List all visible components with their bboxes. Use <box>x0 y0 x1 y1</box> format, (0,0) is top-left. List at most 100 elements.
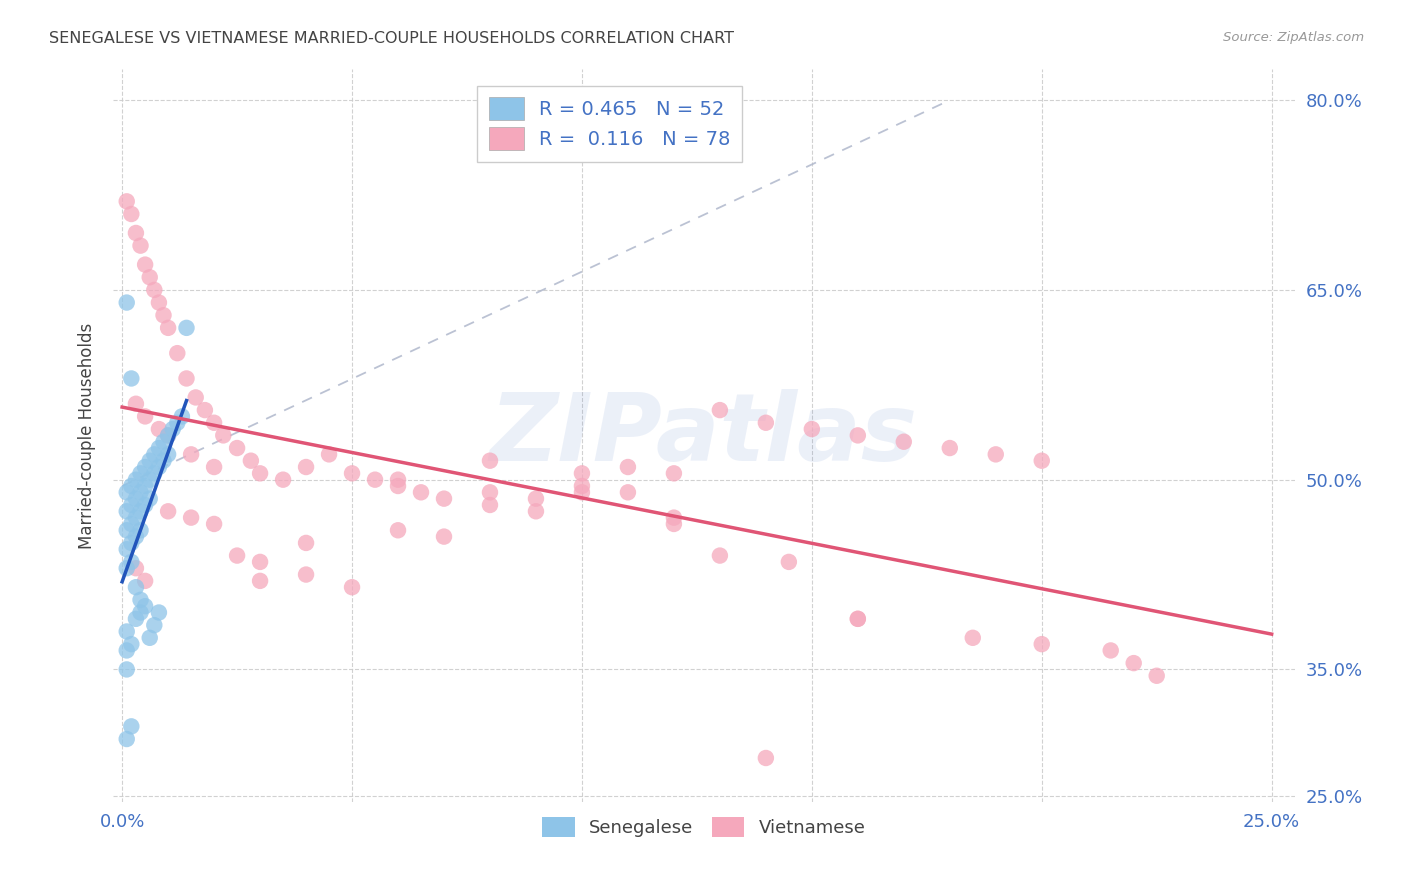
Point <box>115 561 138 575</box>
Point <box>433 530 456 544</box>
Point <box>115 523 138 537</box>
Point <box>125 491 148 506</box>
Point <box>387 523 409 537</box>
Point <box>115 295 138 310</box>
Point <box>249 574 271 588</box>
Point <box>125 397 148 411</box>
Point <box>617 485 640 500</box>
Point <box>184 391 207 405</box>
Point <box>662 510 685 524</box>
Point <box>662 516 685 531</box>
Point <box>800 422 823 436</box>
Point <box>115 485 138 500</box>
Y-axis label: Married-couple Households: Married-couple Households <box>79 322 96 549</box>
Point <box>180 510 202 524</box>
Point <box>202 460 225 475</box>
Point <box>571 467 593 481</box>
Point <box>295 536 318 550</box>
Point <box>115 504 138 518</box>
Point <box>120 536 142 550</box>
Point <box>846 612 869 626</box>
Point <box>939 441 962 455</box>
Point <box>120 637 142 651</box>
Point <box>662 467 685 481</box>
Point <box>271 473 294 487</box>
Point <box>138 491 160 506</box>
Point <box>1031 453 1053 467</box>
Point <box>524 491 547 506</box>
Point <box>152 308 174 322</box>
Point <box>1122 656 1144 670</box>
Point <box>212 428 235 442</box>
Point <box>157 504 180 518</box>
Point <box>239 453 262 467</box>
Point <box>893 434 915 449</box>
Point <box>120 719 142 733</box>
Point <box>115 662 138 676</box>
Point <box>125 226 148 240</box>
Point <box>249 467 271 481</box>
Point <box>115 194 138 209</box>
Point <box>478 498 501 512</box>
Point <box>249 555 271 569</box>
Point <box>115 643 138 657</box>
Point <box>433 491 456 506</box>
Point <box>1031 637 1053 651</box>
Point <box>202 516 225 531</box>
Point <box>157 321 180 335</box>
Point <box>226 441 249 455</box>
Point <box>125 530 148 544</box>
Point <box>125 510 148 524</box>
Point <box>120 207 142 221</box>
Point <box>148 422 170 436</box>
Point <box>364 473 387 487</box>
Point <box>138 473 160 487</box>
Point <box>194 403 217 417</box>
Point <box>129 592 152 607</box>
Point <box>180 447 202 461</box>
Point <box>134 479 156 493</box>
Point <box>143 447 166 461</box>
Point <box>138 453 160 467</box>
Point <box>143 467 166 481</box>
Point <box>176 371 198 385</box>
Point <box>340 580 363 594</box>
Point <box>134 258 156 272</box>
Point <box>226 549 249 563</box>
Point <box>478 453 501 467</box>
Point <box>129 485 152 500</box>
Point <box>129 467 152 481</box>
Point <box>387 473 409 487</box>
Point <box>755 416 778 430</box>
Point <box>846 428 869 442</box>
Point <box>134 599 156 614</box>
Point <box>115 542 138 557</box>
Point <box>295 567 318 582</box>
Point <box>134 498 156 512</box>
Point <box>152 453 174 467</box>
Point <box>120 498 142 512</box>
Point <box>295 460 318 475</box>
Text: ZIPatlas: ZIPatlas <box>489 390 918 482</box>
Point <box>478 485 501 500</box>
Point <box>176 321 198 335</box>
Point <box>125 561 148 575</box>
Point <box>138 631 160 645</box>
Point <box>125 612 148 626</box>
Point <box>202 416 225 430</box>
Point <box>152 434 174 449</box>
Point <box>166 346 188 360</box>
Text: Source: ZipAtlas.com: Source: ZipAtlas.com <box>1223 31 1364 45</box>
Point <box>115 731 138 746</box>
Point <box>143 618 166 632</box>
Point <box>571 479 593 493</box>
Point <box>166 416 188 430</box>
Point <box>409 485 432 500</box>
Point <box>962 631 984 645</box>
Point <box>148 441 170 455</box>
Point <box>846 612 869 626</box>
Point <box>387 479 409 493</box>
Point <box>571 485 593 500</box>
Point <box>778 555 800 569</box>
Point <box>129 238 152 252</box>
